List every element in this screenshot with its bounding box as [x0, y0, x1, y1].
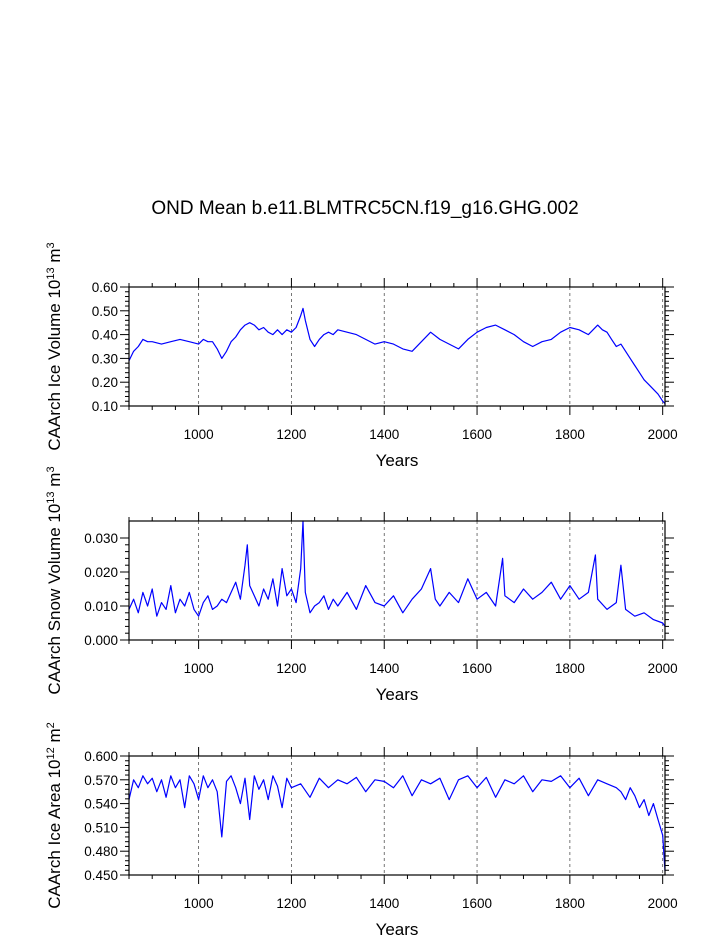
plot-frame [128, 755, 666, 876]
x-tick-label: 1200 [276, 896, 306, 911]
series-line [128, 520, 666, 627]
plot-frame [128, 520, 666, 641]
x-tick-label: 1200 [276, 661, 306, 676]
y-tick-label: 0.10 [92, 399, 118, 414]
y-axis-title: CAArch Ice Area 1012 m2 [45, 722, 64, 909]
y-axis-title-text: CAArch Ice Area 10 [45, 759, 64, 908]
x-tick-label: 1000 [184, 661, 214, 676]
y-tick-label: 0.540 [84, 797, 118, 812]
x-tick-label: 1800 [555, 896, 585, 911]
y-tick-label: 0.020 [84, 565, 118, 580]
chart-panel-1: 1000 1200 1400 1600 1800 2000 0.10 0.20 0.30 0.40… [45, 242, 678, 470]
page-title: OND Mean b.e11.BLMTRC5CN.f19_g16.GHG.002 [151, 198, 579, 219]
y-tick-label: 0.030 [84, 531, 118, 546]
x-tick-label: 1600 [462, 896, 492, 911]
y-axis-title-text: m [45, 248, 64, 267]
y-axis-title-superscript: 13 [45, 267, 57, 279]
y-axis-title-superscript: 13 [45, 491, 57, 503]
x-tick-label: 1400 [369, 427, 399, 442]
x-tick-label: 1800 [555, 427, 585, 442]
y-axis-title-text: m [45, 728, 64, 747]
x-axis-title: Years [376, 451, 419, 470]
y-tick-label: 0.000 [84, 633, 118, 648]
y-tick-label: 0.570 [84, 773, 118, 788]
y-axis-title-superscript: 3 [45, 466, 57, 472]
y-axis-title-text: CAArch Snow Volume 10 [45, 504, 64, 695]
y-axis-title-text: CAArch Ice Volume 10 [45, 280, 64, 451]
x-tick-label: 2000 [648, 661, 678, 676]
x-tick-label: 1600 [462, 661, 492, 676]
y-tick-label: 0.480 [84, 844, 118, 859]
y-axis-title-superscript: 3 [45, 242, 57, 248]
x-tick-label: 1400 [369, 896, 399, 911]
chart-panel-3: 1000 1200 1400 1600 1800 2000 0.450 0.480 0.510 0… [45, 722, 678, 935]
x-tick-label: 2000 [648, 896, 678, 911]
x-tick-label: 1600 [462, 427, 492, 442]
x-axis-title: Years [376, 685, 419, 704]
x-tick-label: 1000 [184, 896, 214, 911]
chart-panel-2: 1000 1200 1400 1600 1800 2000 0.000 0.010 0.020 0… [45, 466, 678, 704]
y-axis-title: CAArch Ice Volume 1013 m3 [45, 242, 64, 450]
y-tick-label: 0.30 [92, 351, 118, 366]
y-tick-label: 0.60 [92, 280, 118, 295]
y-axis-title-superscript: 12 [45, 747, 57, 759]
y-axis-title-text: m [45, 473, 64, 492]
y-tick-label: 0.20 [92, 375, 118, 390]
y-tick-label: 0.600 [84, 749, 118, 764]
y-tick-label: 0.450 [84, 868, 118, 883]
y-axis-title-superscript: 2 [45, 722, 57, 728]
x-tick-label: 2000 [648, 427, 678, 442]
y-tick-label: 0.510 [84, 820, 118, 835]
series-line [128, 307, 666, 405]
x-tick-label: 1400 [369, 661, 399, 676]
y-tick-label: 0.40 [92, 328, 118, 343]
x-tick-label: 1000 [184, 427, 214, 442]
x-axis-title: Years [376, 920, 419, 935]
y-axis-title: CAArch Snow Volume 1013 m3 [45, 466, 64, 694]
plot-frame [128, 286, 666, 407]
series-line [128, 775, 666, 872]
x-tick-label: 1800 [555, 661, 585, 676]
x-tick-label: 1200 [276, 427, 306, 442]
y-tick-label: 0.010 [84, 599, 118, 614]
y-tick-label: 0.50 [92, 304, 118, 319]
